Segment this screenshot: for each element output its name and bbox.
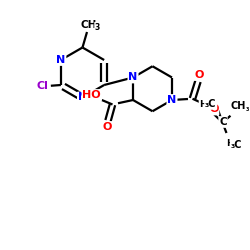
Text: N: N <box>128 72 138 83</box>
Text: Cl: Cl <box>36 81 48 91</box>
Text: H: H <box>200 100 207 110</box>
Text: N: N <box>167 95 176 105</box>
Text: HO: HO <box>82 90 101 100</box>
Text: ₃C: ₃C <box>205 99 216 109</box>
Text: H: H <box>226 139 233 148</box>
Text: 3: 3 <box>95 22 100 32</box>
Text: C: C <box>219 117 227 127</box>
Text: ₃C: ₃C <box>231 140 242 149</box>
Text: N: N <box>78 92 87 102</box>
Text: O: O <box>194 70 204 80</box>
Text: CH: CH <box>80 20 96 30</box>
Text: O: O <box>209 104 218 115</box>
Text: N: N <box>56 55 66 65</box>
Text: ₃: ₃ <box>246 104 249 113</box>
Text: CH: CH <box>231 101 246 111</box>
Text: O: O <box>102 122 112 132</box>
